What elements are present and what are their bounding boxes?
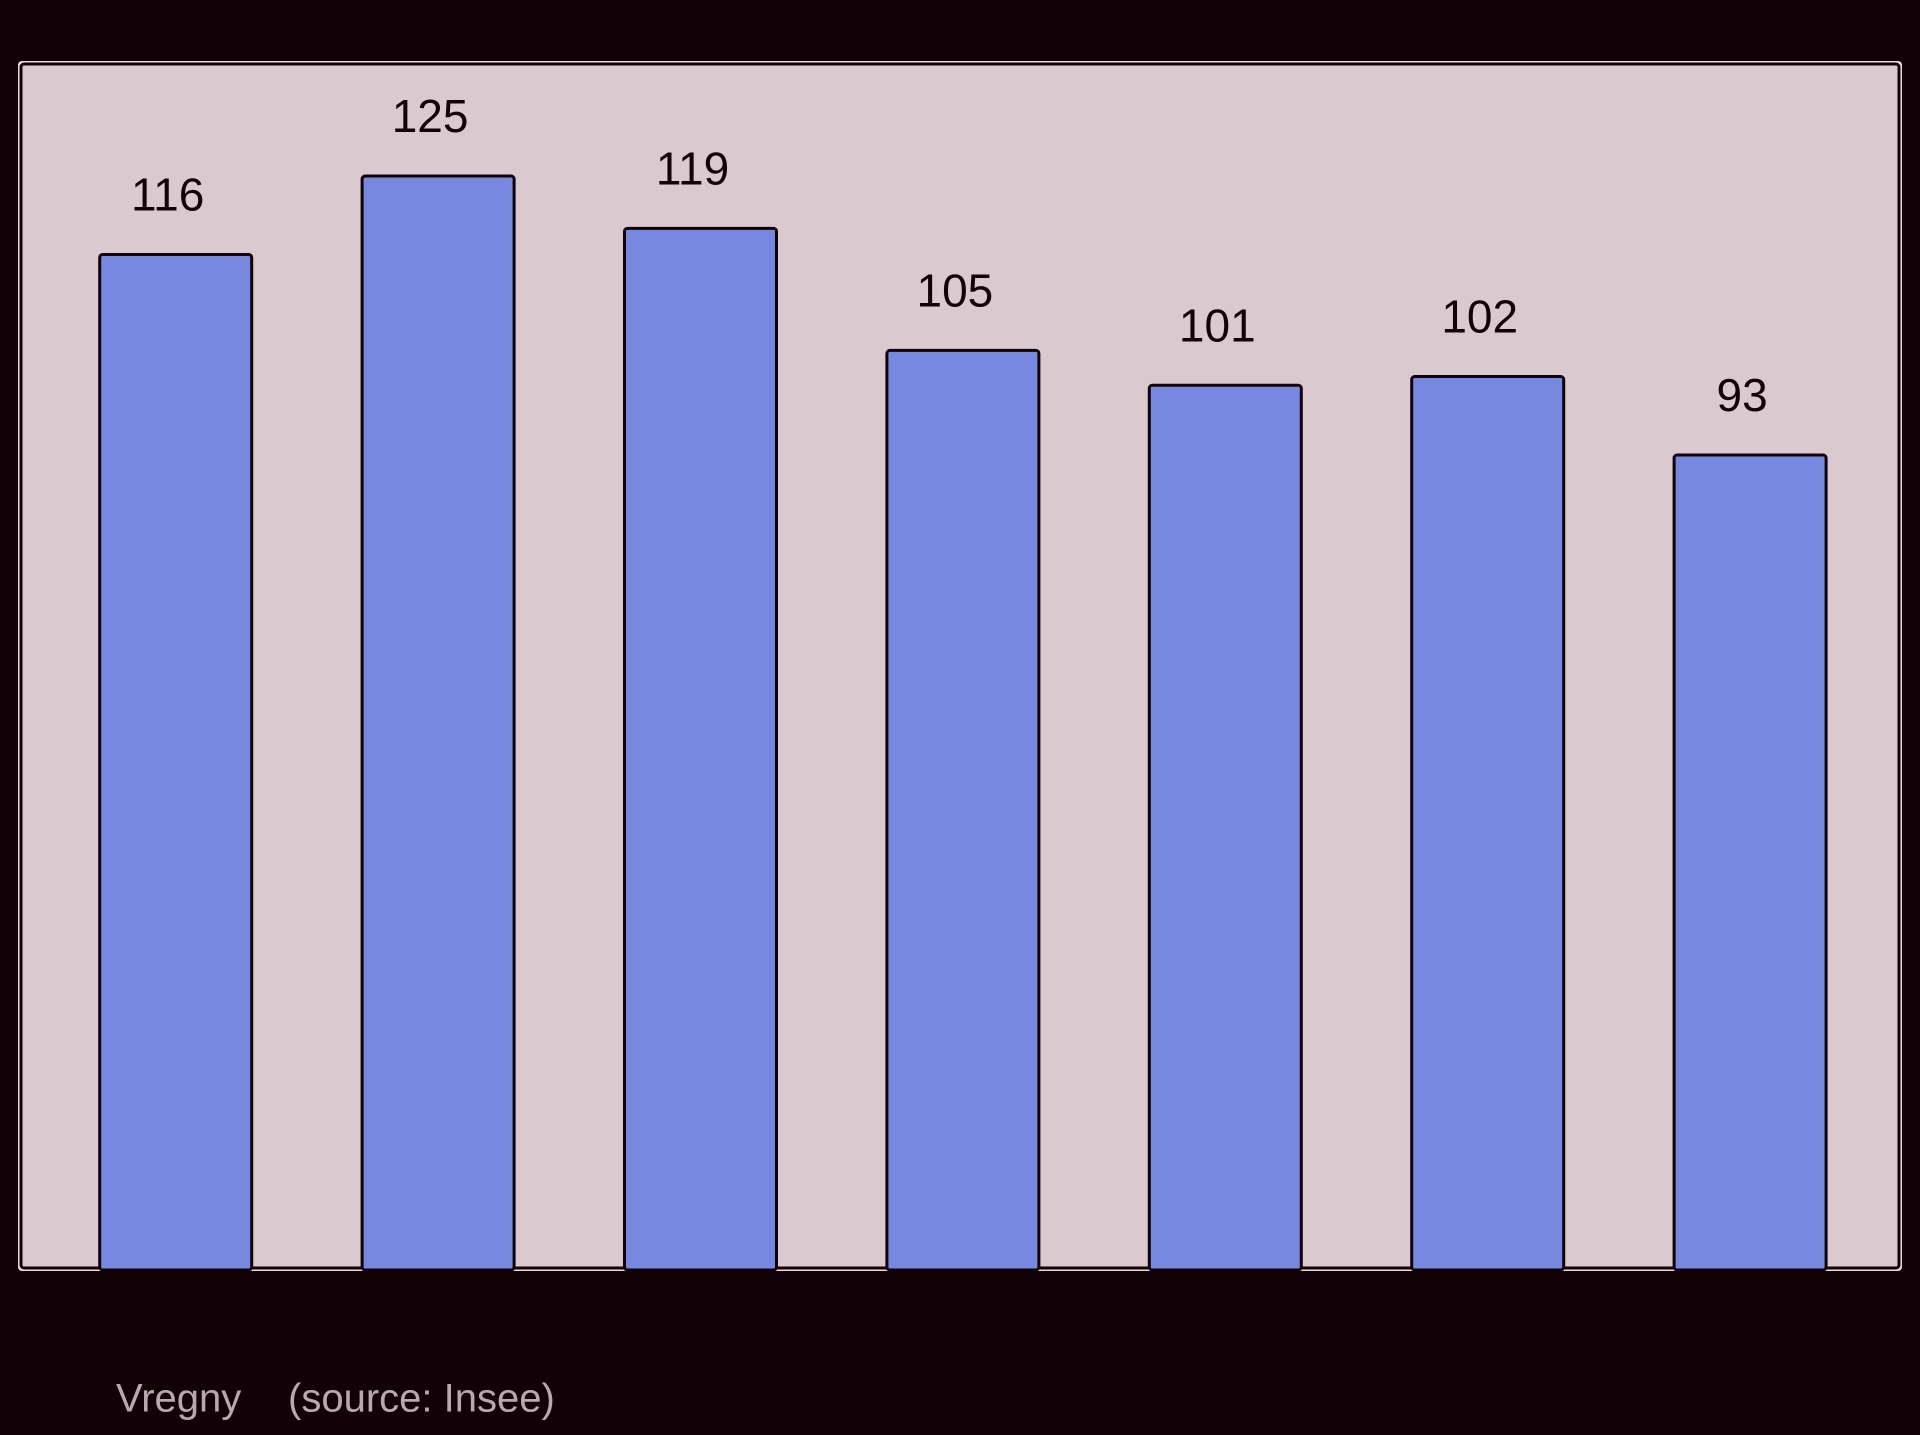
value-label: 93 (1717, 369, 1768, 421)
value-label: 116 (131, 169, 204, 221)
bar (1147, 383, 1303, 1272)
bar (1410, 375, 1566, 1272)
value-label: 102 (1441, 291, 1518, 343)
value-label: 101 (1179, 299, 1256, 351)
caption-source: (source: Insee) (288, 1377, 555, 1421)
value-label: 125 (392, 90, 469, 142)
bar (1672, 453, 1828, 1272)
value-label: 105 (917, 265, 994, 317)
bar (885, 348, 1041, 1272)
bar (623, 226, 778, 1272)
bar (98, 252, 254, 1272)
value-label: 119 (656, 142, 729, 194)
caption-place: Vregny (116, 1377, 241, 1421)
bar (360, 174, 516, 1272)
